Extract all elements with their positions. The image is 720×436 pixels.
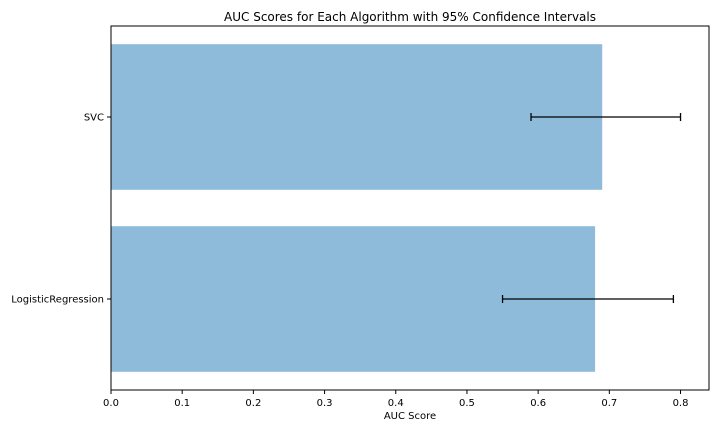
- error-bars-layer: [501, 113, 682, 303]
- bars-layer: [111, 44, 603, 372]
- plot-frame: [110, 25, 710, 391]
- x-tick-label: 0.5: [459, 398, 475, 409]
- x-tick-label: 0.7: [601, 398, 617, 409]
- y-tick-label: SVC: [84, 113, 104, 124]
- x-tick-label: 0.4: [388, 398, 404, 409]
- x-tick-label: 0.6: [530, 398, 546, 409]
- x-tick-label: 0.3: [317, 398, 333, 409]
- x-tick-label: 0.2: [245, 398, 261, 409]
- bar-SVC: [111, 44, 603, 190]
- x-tick-label: 0.0: [103, 398, 119, 409]
- x-tick-label: 0.8: [673, 398, 689, 409]
- x-tick-label: 0.1: [174, 398, 190, 409]
- y-tick-label: LogisticRegression: [11, 295, 104, 306]
- x-axis-ticks: 0.0 0.1 0.2 0.3 0.4 0.5 0.6 0.7 0.8: [103, 390, 688, 409]
- y-axis-ticks: SVC LogisticRegression: [11, 113, 111, 306]
- chart-title: AUC Scores for Each Algorithm with 95% C…: [224, 10, 596, 24]
- x-axis-label: AUC Score: [384, 411, 436, 422]
